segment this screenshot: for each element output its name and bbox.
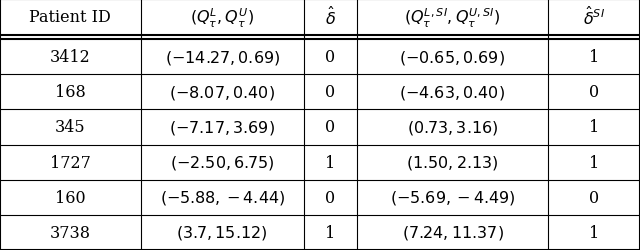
Text: $(0.73,3.16)$: $(0.73,3.16)$ [407,118,498,136]
Text: $(7.24,11.37)$: $(7.24,11.37)$ [401,224,504,242]
Text: $(-14.27,0.69)$: $(-14.27,0.69)$ [164,48,280,66]
Text: $(1.50,2.13)$: $(1.50,2.13)$ [406,154,499,172]
Text: 0: 0 [325,189,335,206]
Text: $(-8.07,0.40)$: $(-8.07,0.40)$ [169,84,275,101]
Text: 1: 1 [325,224,335,241]
Text: 0: 0 [325,84,335,101]
Text: $(-5.88,-4.44)$: $(-5.88,-4.44)$ [159,188,285,206]
Text: 160: 160 [55,189,86,206]
Text: Patient ID: Patient ID [29,10,111,26]
Text: 1: 1 [589,154,599,171]
Text: 0: 0 [325,49,335,66]
Text: 1: 1 [589,49,599,66]
Text: 0: 0 [589,189,599,206]
Text: $\hat{\delta}$: $\hat{\delta}$ [324,7,336,29]
Text: 3412: 3412 [50,49,91,66]
Text: $(-0.65,0.69)$: $(-0.65,0.69)$ [399,48,506,66]
Text: $(-5.69,-4.49)$: $(-5.69,-4.49)$ [390,188,515,206]
Text: 345: 345 [55,119,86,136]
Text: $(-2.50,6.75)$: $(-2.50,6.75)$ [170,154,275,172]
Text: 1: 1 [589,224,599,241]
Text: $\hat{\delta}^{SI}$: $\hat{\delta}^{SI}$ [583,7,605,29]
Text: $(Q_\tau^L,Q_\tau^U)$: $(Q_\tau^L,Q_\tau^U)$ [190,6,254,30]
Text: 1727: 1727 [50,154,91,171]
Text: $(Q_\tau^{L,SI},Q_\tau^{U,SI})$: $(Q_\tau^{L,SI},Q_\tau^{U,SI})$ [404,6,500,30]
Text: $(-7.17,3.69)$: $(-7.17,3.69)$ [169,118,275,136]
Text: 1: 1 [325,154,335,171]
Text: 0: 0 [325,119,335,136]
Text: $(3.7,15.12)$: $(3.7,15.12)$ [177,224,268,242]
Text: 3738: 3738 [50,224,91,241]
Text: $(-4.63,0.40)$: $(-4.63,0.40)$ [399,84,506,101]
Text: 0: 0 [589,84,599,101]
Text: 168: 168 [55,84,86,101]
Text: 1: 1 [589,119,599,136]
